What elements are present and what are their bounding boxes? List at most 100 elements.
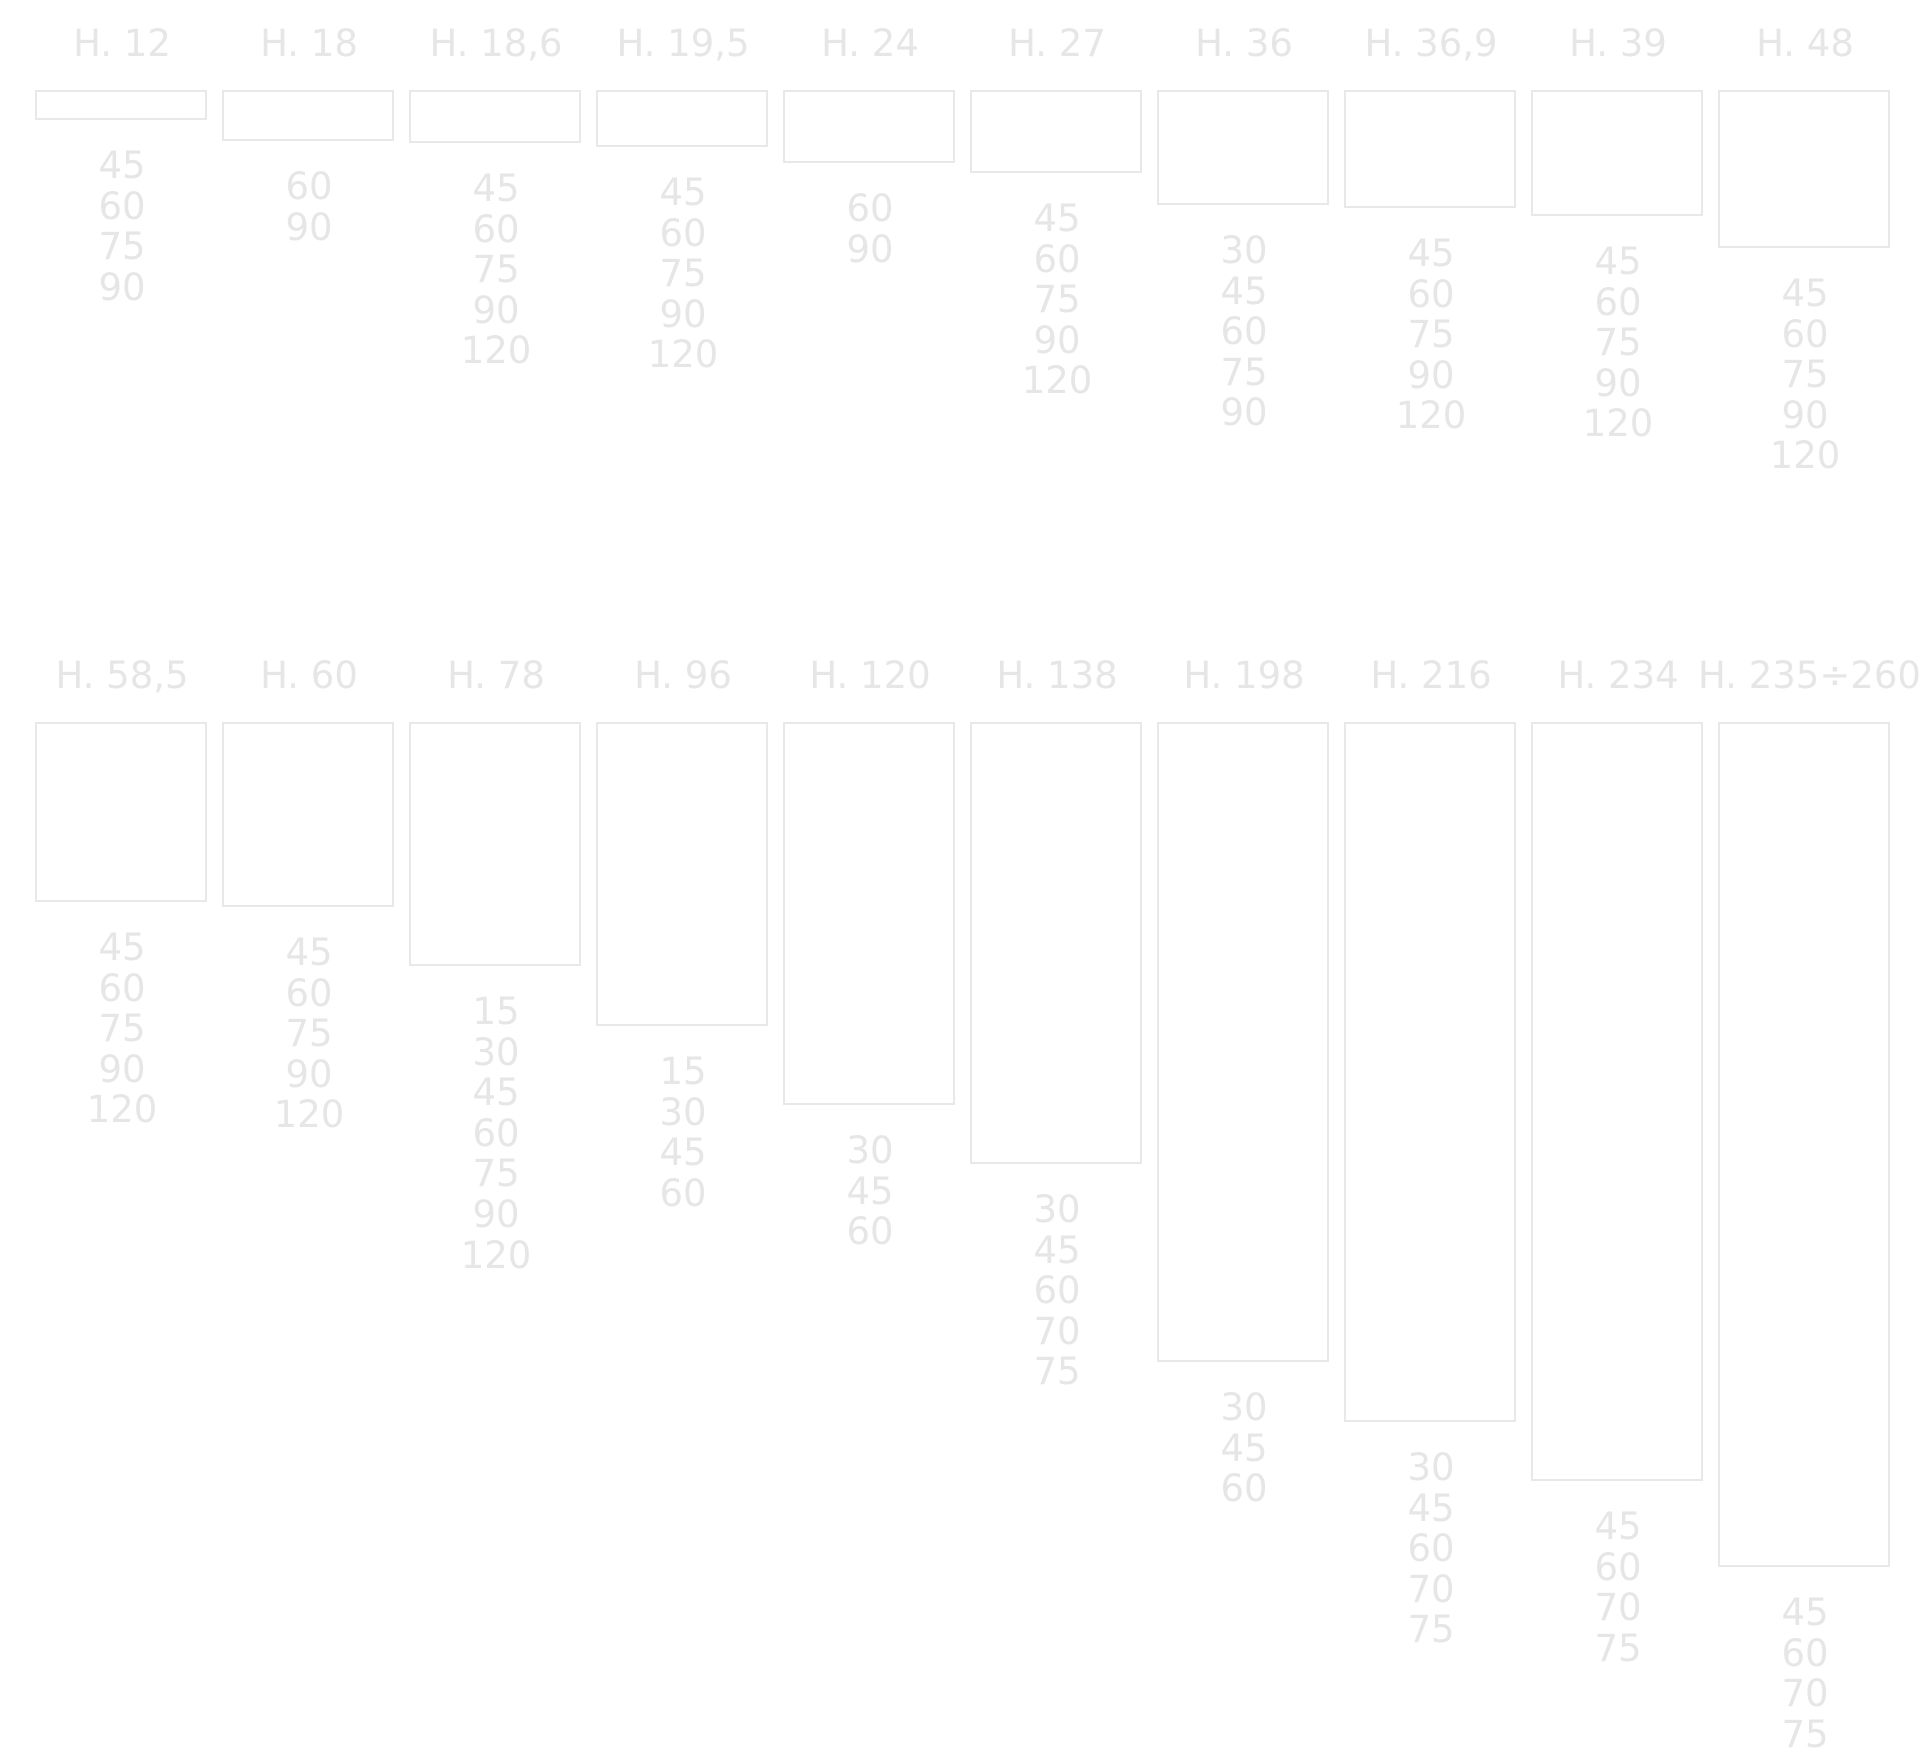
- height-label: H. 198: [1183, 654, 1305, 697]
- size-value: 15: [472, 990, 520, 1033]
- size-value: 60: [98, 184, 146, 228]
- size-value: 30: [472, 1030, 520, 1074]
- size-value: 45: [285, 931, 333, 974]
- size-value: 45: [1220, 269, 1268, 313]
- height-label: H. 19,5: [616, 22, 750, 65]
- size-value: 30: [1220, 229, 1268, 272]
- size-value: 60: [846, 1210, 894, 1254]
- size-value: 60: [659, 1171, 707, 1215]
- profile-outline-box: [1718, 90, 1890, 248]
- size-value: 90: [1033, 318, 1081, 362]
- profile-outline-box: [1718, 722, 1890, 1567]
- size-value: 30: [1220, 1386, 1268, 1429]
- size-value: 75: [1033, 278, 1081, 322]
- size-value: 70: [1407, 1567, 1455, 1611]
- size-value: 60: [659, 211, 707, 255]
- profile-outline-box: [35, 722, 207, 902]
- profile-outline-box: [222, 90, 394, 141]
- available-sizes-list: 45 60 75 90 120: [1531, 240, 1705, 446]
- available-sizes-list: 30 45 60 70 75: [970, 1188, 1144, 1394]
- available-sizes-list: 60 90: [783, 187, 957, 270]
- profile-outline-box: [1344, 722, 1516, 1422]
- size-value: 45: [1033, 1228, 1081, 1272]
- profile-outline-box: [596, 722, 768, 1026]
- available-sizes-list: 30 45 60 70 75: [1344, 1447, 1518, 1652]
- available-sizes-list: 45 60 75 90 120: [35, 927, 209, 1132]
- size-value: 60: [1033, 237, 1081, 281]
- size-value: 60: [1594, 1545, 1642, 1589]
- size-value: 30: [846, 1129, 894, 1172]
- height-label: H. 39: [1569, 22, 1667, 65]
- height-label: H. 18: [260, 22, 358, 65]
- size-value: 45: [1407, 1486, 1455, 1530]
- height-label: H. 24: [821, 22, 919, 65]
- profile-outline-box: [970, 90, 1142, 173]
- profile-outline-box: [1157, 90, 1329, 205]
- size-value: 120: [1021, 359, 1093, 403]
- available-sizes-list: 30 45 60: [1157, 1386, 1331, 1510]
- size-value: 60: [1781, 1631, 1829, 1675]
- size-value: 30: [659, 1090, 707, 1134]
- size-value: 75: [472, 1152, 520, 1196]
- size-value: 60: [285, 971, 333, 1015]
- profile-outline-box: [783, 722, 955, 1105]
- height-label: H. 235÷260: [1698, 654, 1920, 697]
- size-value: 120: [460, 329, 532, 373]
- height-label: H. 48: [1756, 22, 1854, 65]
- size-value: 45: [472, 1071, 520, 1115]
- available-sizes-list: 45 60 75 90 120: [1344, 232, 1518, 437]
- size-value: 75: [1407, 1608, 1455, 1652]
- size-value: 45: [1781, 1591, 1829, 1634]
- size-value: 90: [1407, 353, 1455, 397]
- available-sizes-list: 45 60 75 90 120: [970, 197, 1144, 403]
- profile-outline-box: [409, 90, 581, 143]
- size-value: 120: [1769, 434, 1841, 478]
- height-label: H. 27: [1008, 22, 1106, 65]
- height-label: H. 216: [1370, 654, 1492, 697]
- available-sizes-list: 30 45 60: [783, 1129, 957, 1254]
- available-sizes-list: 15 30 45 60 75 90 120: [409, 990, 583, 1276]
- height-label: H. 36,9: [1364, 22, 1498, 65]
- height-label: H. 96: [634, 654, 732, 697]
- size-value: 90: [1594, 361, 1642, 405]
- available-sizes-list: 45 60 75 90: [35, 144, 209, 309]
- profile-outline-box: [596, 90, 768, 147]
- profile-outline-box: [222, 722, 394, 907]
- size-value: 45: [1033, 197, 1081, 240]
- size-value: 120: [86, 1088, 158, 1132]
- height-label: H. 234: [1557, 654, 1679, 697]
- size-value: 60: [285, 165, 333, 208]
- size-value: 45: [1407, 232, 1455, 275]
- size-value: 75: [1594, 321, 1642, 365]
- size-value: 45: [98, 144, 146, 187]
- profile-outline-box: [1157, 722, 1329, 1362]
- size-value: 70: [1594, 1586, 1642, 1630]
- height-label: H. 36: [1195, 22, 1293, 65]
- size-value: 60: [1594, 280, 1642, 324]
- size-value: 75: [285, 1012, 333, 1056]
- available-sizes-list: 45 60 75 90 120: [596, 172, 770, 376]
- height-label: H. 18,6: [429, 22, 563, 65]
- profile-outline-box: [783, 90, 955, 163]
- size-value: 75: [98, 225, 146, 269]
- size-value: 90: [472, 1192, 520, 1236]
- available-sizes-list: 60 90: [222, 165, 396, 249]
- size-value: 60: [846, 187, 894, 230]
- available-sizes-list: 45 60 75 90 120: [409, 167, 583, 373]
- size-value: 75: [1033, 1350, 1081, 1394]
- size-value: 75: [472, 248, 520, 292]
- size-value: 75: [1594, 1626, 1642, 1670]
- size-value: 45: [1594, 240, 1642, 283]
- size-value: 90: [285, 205, 333, 249]
- height-label: H. 138: [996, 654, 1118, 697]
- size-value: 60: [472, 207, 520, 251]
- size-value: 60: [1220, 310, 1268, 354]
- size-value: 45: [472, 167, 520, 210]
- size-value: 45: [1781, 272, 1829, 315]
- profile-outline-box: [1531, 90, 1703, 216]
- profile-outline-box: [1531, 722, 1703, 1481]
- size-value: 30: [1033, 1188, 1081, 1231]
- size-value: 120: [1582, 402, 1654, 446]
- size-value: 90: [98, 265, 146, 309]
- size-value: 45: [659, 1131, 707, 1175]
